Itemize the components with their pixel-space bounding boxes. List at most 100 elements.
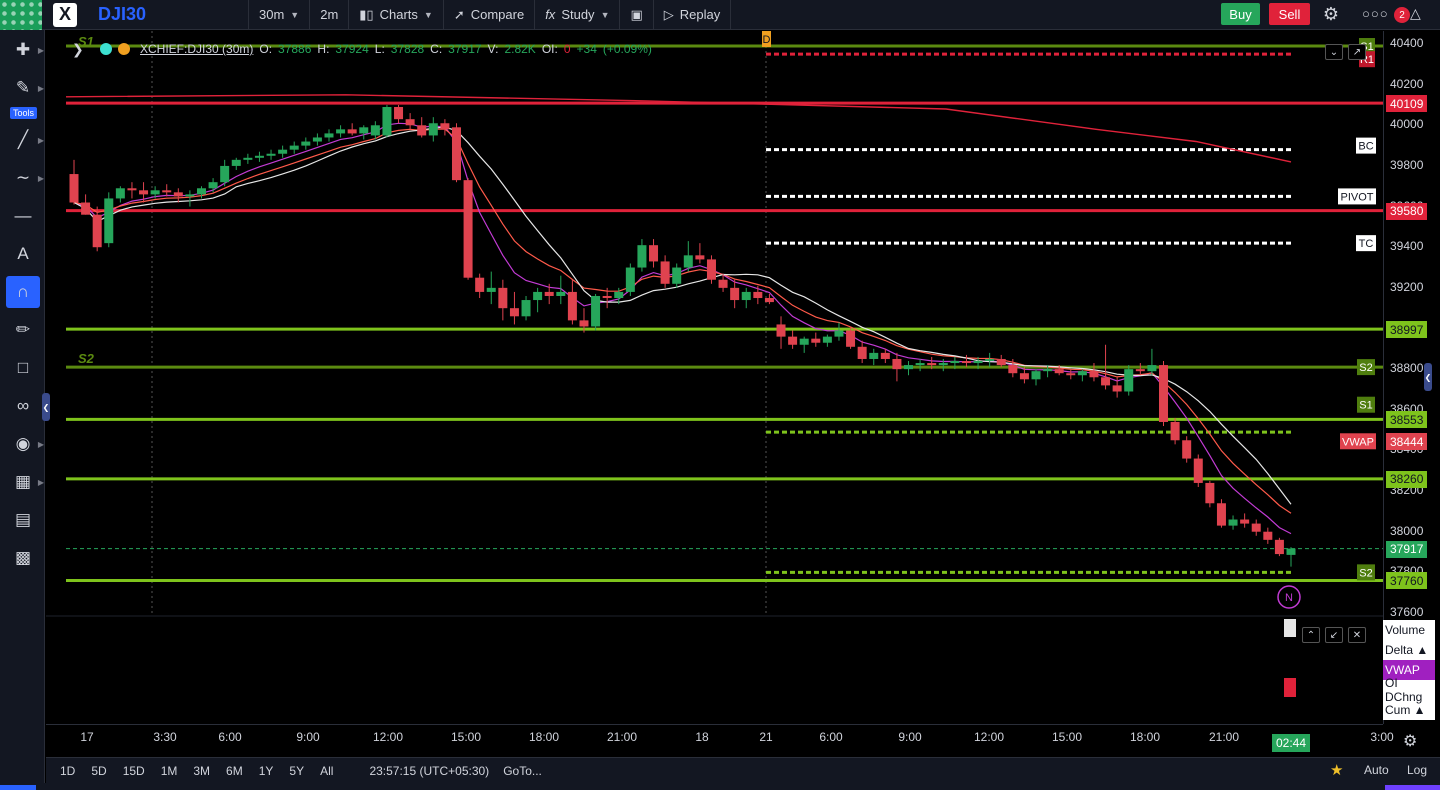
chart-type-dropdown[interactable]: ▮▯ Charts ▼ (349, 0, 443, 30)
candle-body (811, 338, 821, 343)
candle-body (81, 202, 91, 215)
level-lines (66, 44, 1383, 582)
pane-down-icon[interactable]: ⌄ (1325, 44, 1343, 60)
collapse-toolbar-icon[interactable]: ❮ (42, 393, 50, 421)
range-3m[interactable]: 3M (193, 763, 211, 778)
interval-dropdown[interactable]: 30m ▼ (249, 0, 309, 30)
tag-bc: BC (1358, 141, 1373, 153)
time-tick: 15:00 (1051, 730, 1083, 744)
pane-collapse-icon[interactable]: ↙ (1325, 627, 1343, 643)
pane-close-icon[interactable]: ✕ (1348, 627, 1366, 643)
divider (348, 0, 350, 30)
camera-button[interactable]: ▣ (620, 0, 652, 30)
indicator-delta[interactable]: Delta ▲ (1385, 643, 1429, 657)
ma-white-line (73, 126, 1292, 505)
tag-s2-left: S2 (78, 351, 95, 366)
range-1y[interactable]: 1Y (258, 763, 274, 778)
range-1m[interactable]: 1M (160, 763, 178, 778)
more-menu-icon[interactable]: ○○○ (1362, 6, 1389, 21)
axis-settings-gear-icon[interactable]: ⚙ (1403, 733, 1418, 750)
candle-body (1031, 371, 1041, 380)
candle-body (1205, 482, 1215, 504)
indicator-oi-dchng[interactable]: OI DChng (1385, 676, 1423, 704)
camera-icon: ▣ (630, 6, 643, 22)
horizontal-line-tool-icon[interactable]: ― (14, 206, 32, 225)
candle-body (1251, 523, 1261, 532)
magnet-tool-icon[interactable]: ∩ (6, 276, 40, 308)
eye-icon[interactable]: ◉ ▶ (15, 434, 44, 453)
candle-body (846, 330, 856, 347)
candle-body (336, 129, 346, 134)
warning-icon[interactable]: △ (1410, 5, 1421, 21)
replay-button[interactable]: ▷ Replay (654, 0, 730, 30)
compare-button[interactable]: ➚ Compare (444, 0, 534, 30)
indicator-volume[interactable]: Volume (1385, 623, 1426, 637)
legend-close: 37917 (448, 42, 482, 56)
indicator-cum[interactable]: Cum ▲ (1385, 703, 1426, 717)
range-15d[interactable]: 15D (122, 763, 145, 778)
status-dot (100, 43, 112, 55)
pencil-tool-icon[interactable]: ✎ ▶ (15, 78, 44, 97)
price-scale[interactable]: 4040040200400003980039600394003920039000… (1383, 31, 1440, 724)
range-1d[interactable]: 1D (60, 763, 76, 778)
candle-body (973, 361, 983, 364)
indicator-bar (1284, 678, 1296, 697)
compare-label: Compare (470, 7, 525, 22)
crosshair-tool-icon[interactable]: ✚ ▶ (15, 40, 44, 59)
brand-icon[interactable]: X (50, 0, 80, 30)
sell-button[interactable]: Sell (1269, 3, 1310, 25)
range-5d[interactable]: 5D (91, 763, 107, 778)
candle-body (683, 255, 693, 268)
legend-high: 37924 (335, 42, 369, 56)
symbol-search[interactable]: DJI30 (98, 4, 147, 24)
candle-body (509, 308, 519, 317)
candle-body (405, 119, 415, 126)
tag-pivot-bg (1338, 188, 1376, 205)
interval-2m-button[interactable]: 2m (320, 7, 339, 22)
notification-badge[interactable]: 2 (1394, 7, 1410, 23)
pattern-tool-icon[interactable]: ∼ ▶ (15, 168, 44, 187)
price-label: 38997 (1386, 321, 1428, 339)
news-marker-label: N (1285, 592, 1293, 604)
function-icon: fx (545, 7, 556, 22)
study-dropdown[interactable]: fx Study ▼ (535, 0, 619, 30)
buy-button[interactable]: Buy (1221, 3, 1260, 25)
log-scale-button[interactable]: Log (1407, 763, 1428, 777)
candle-body (301, 141, 311, 146)
star-icon[interactable]: ★ (1330, 762, 1344, 779)
goto-button[interactable]: GoTo... (503, 763, 542, 778)
expand-scale-icon[interactable]: ❮ (1424, 363, 1432, 391)
pane-maximize-icon[interactable]: ↗ (1348, 44, 1366, 60)
range-6m[interactable]: 6M (226, 763, 243, 778)
text-tool-icon[interactable]: A (17, 244, 29, 263)
range-all[interactable]: All (320, 763, 334, 778)
candle-body (1043, 369, 1053, 372)
trash-icon[interactable]: ▦ ▶ (14, 472, 44, 491)
study-label: Study (561, 7, 595, 22)
chevron-down-icon: ▼ (290, 9, 300, 20)
time-tick: 18 (695, 730, 709, 744)
zoom-tool-icon[interactable]: ▩ (14, 548, 32, 567)
range-5y[interactable]: 5Y (289, 763, 305, 778)
time-tick: 12:00 (973, 730, 1005, 744)
legend-change-pct: (+0.09%) (602, 42, 652, 56)
app-logo[interactable] (0, 0, 42, 30)
trendline-tool-icon[interactable]: ╱ ▶ (17, 130, 44, 149)
chevron-right-icon[interactable]: ❯ (72, 40, 84, 57)
ma-red-line (73, 128, 1292, 514)
indicator-vwap[interactable]: VWAP (1383, 660, 1435, 680)
link-icon[interactable]: ∞ (16, 396, 30, 415)
chart-pane[interactable]: S1 R1 BC PIVOT TC S2 S1 VWAP S2 D S1 S2 N (46, 31, 1383, 724)
brush-tool-icon[interactable]: ✏ (15, 320, 31, 339)
time-axis[interactable]: 17 3:30 6:00 9:00 12:00 15:00 18:00 21:00 18 21 6:… (46, 724, 1394, 756)
settings-gear-icon[interactable]: ⚙ (1322, 3, 1340, 24)
auto-scale-button[interactable]: Auto (1364, 763, 1389, 777)
pane-up-icon[interactable]: ⌃ (1302, 627, 1320, 643)
lock-icon[interactable]: □ (17, 358, 29, 377)
legend-symbol[interactable]: XCHIEF:DJI30 (30m) (140, 42, 254, 56)
tag-bc-bg (1356, 137, 1376, 154)
legend-oi: 0 (563, 42, 571, 56)
ruler-icon[interactable]: ▤ (14, 510, 32, 529)
